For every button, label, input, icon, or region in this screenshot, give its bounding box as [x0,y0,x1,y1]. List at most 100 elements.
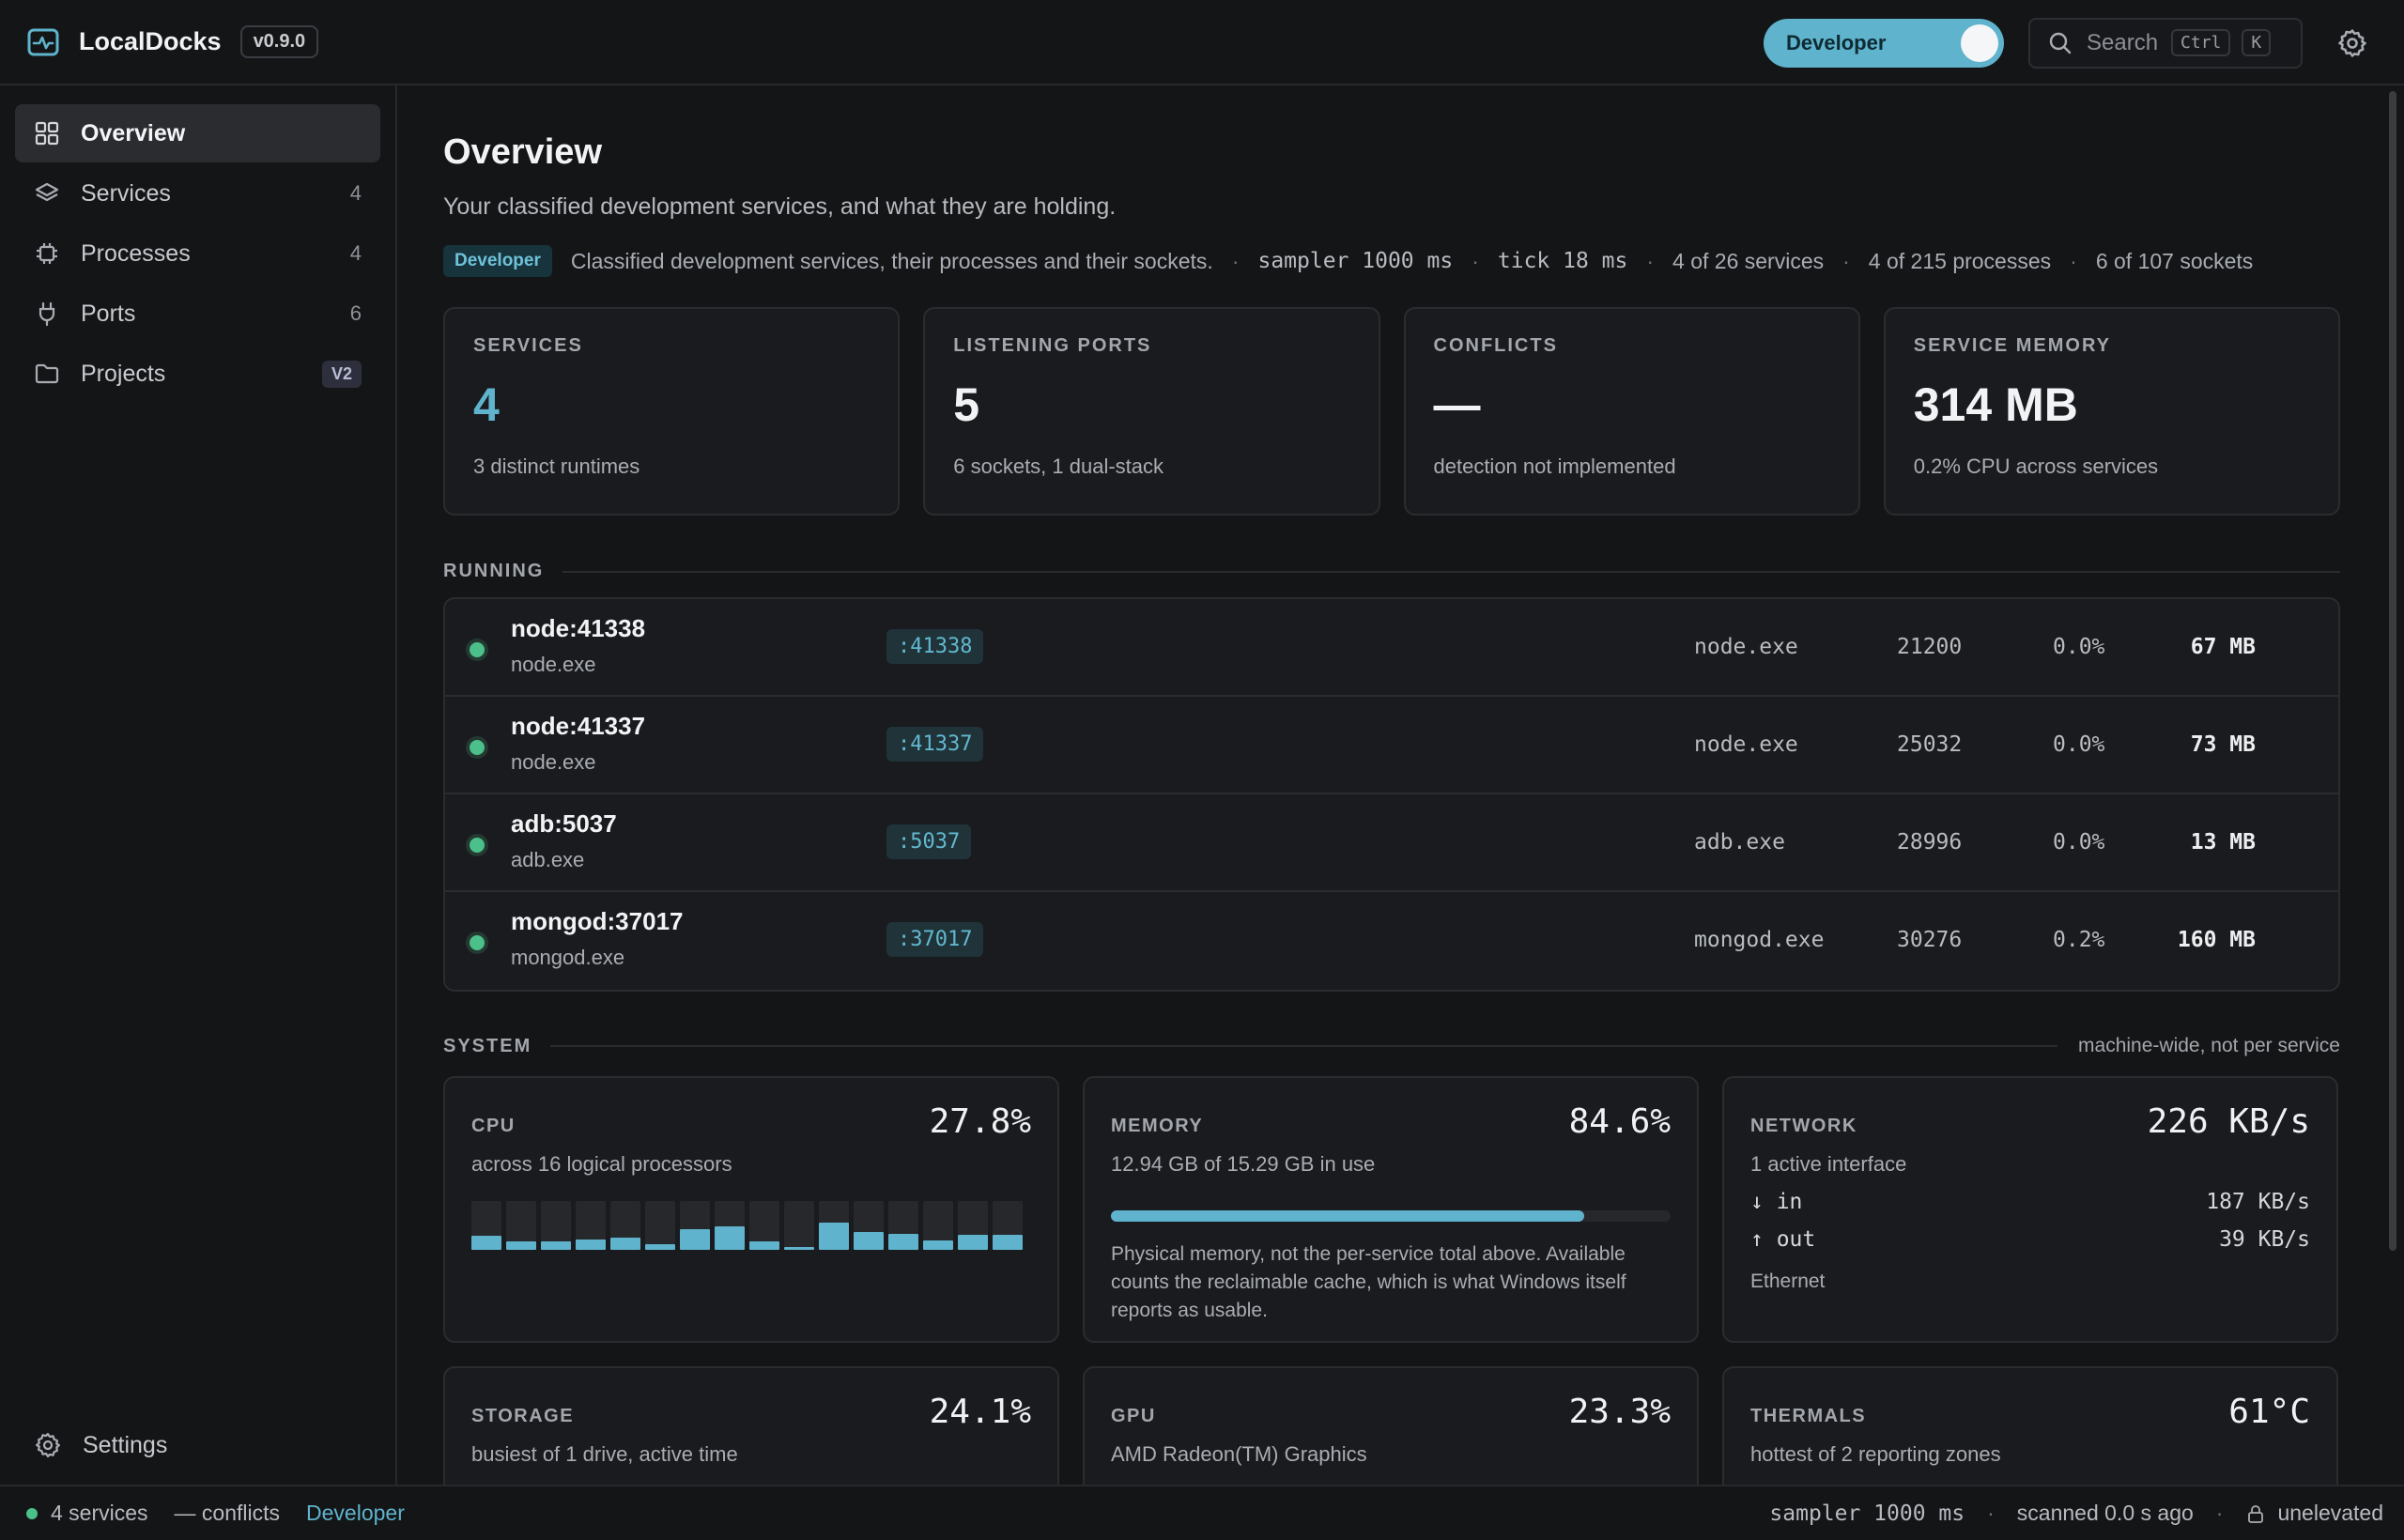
folder-icon [35,363,59,384]
cpu-core-bar [819,1201,849,1250]
section-title: RUNNING [443,561,545,581]
service-name: mongod:37017 [511,907,684,935]
cpu-core-bar [471,1201,501,1250]
network-value: 226 KB/s [2147,1102,2310,1141]
card-label: STORAGE [471,1406,575,1426]
service-process: node.exe [511,653,596,676]
developer-mode-toggle[interactable]: Developer [1764,18,2004,68]
port-chip[interactable]: :37017 [886,922,984,957]
cpu-card[interactable]: CPU 27.8% across 16 logical processors [443,1076,1059,1343]
stat-sub: 3 distinct runtimes [473,454,640,478]
lock-icon [2248,1504,2264,1523]
sidebar-item-processes[interactable]: Processes 4 [15,224,380,283]
port-chip[interactable]: :41338 [886,629,984,664]
status-bar: 4 services — conflicts Developer sampler… [0,1485,2404,1540]
cpu-core-bar [715,1201,745,1250]
network-in-row: ↓ in 187 KB/s [1750,1190,2310,1214]
pid-cell: 25032 [1897,732,1963,757]
chip-icon [37,243,57,264]
memory-card[interactable]: MEMORY 84.6% 12.94 GB of 15.29 GB in use… [1083,1076,1699,1343]
port-chip[interactable]: :41337 [886,727,984,762]
table-row[interactable]: node:41337 node.exe :41337 node.exe 2503… [445,697,2338,794]
sidebar-item-ports[interactable]: Ports 6 [15,285,380,343]
card-label: CPU [471,1116,516,1136]
brand[interactable]: LocalDocks v0.9.0 [26,25,319,59]
memory-cell: 13 MB [2190,830,2256,855]
pid-cell: 21200 [1897,635,1963,659]
stat-card-services[interactable]: SERVICES 4 3 distinct runtimes [443,307,901,516]
status-dot [470,935,485,950]
network-sub: 1 active interface [1750,1152,1907,1176]
cpu-core-fill [749,1241,779,1250]
search-icon [2049,32,2072,54]
memory-cell: 73 MB [2190,732,2256,757]
cpu-sub: across 16 logical processors [471,1152,732,1176]
stat-card-conflicts[interactable]: CONFLICTS — detection not implemented [1403,307,1860,516]
grid-icon [35,121,59,146]
meta-description: Classified development services, their p… [570,248,1213,273]
exe-cell: node.exe [1694,635,1798,659]
sidebar-item-services[interactable]: Services 4 [15,164,380,223]
sidebar: Overview Services 4 Processes 4 Ports 6 [0,85,397,1485]
gear-icon [36,1433,60,1457]
network-in-label: ↓ in [1750,1190,1803,1214]
service-process: node.exe [511,750,596,774]
cpu-cell: 0.2% [2053,928,2105,952]
projects-version-badge: V2 [321,360,362,388]
stat-sub: 6 sockets, 1 dual-stack [953,454,1164,478]
network-card[interactable]: NETWORK 226 KB/s 1 active interface ↓ in… [1722,1076,2338,1343]
settings-gear-icon[interactable] [2336,27,2368,59]
stat-label: SERVICE MEMORY [1913,335,2112,356]
cpu-core-fill [715,1226,745,1250]
memory-value: 84.6% [1568,1102,1671,1141]
sidebar-item-overview[interactable]: Overview [15,104,380,162]
cpu-core-fill [680,1229,710,1250]
cpu-core-bar [784,1201,814,1250]
cpu-core-bar [749,1201,779,1250]
card-label: GPU [1111,1406,1156,1426]
meta-sampler: sampler 1000 ms [1257,249,1454,273]
cpu-core-fill [784,1247,814,1250]
card-label: THERMALS [1750,1406,1867,1426]
port-chip[interactable]: :5037 [886,824,972,859]
status-conflicts[interactable]: — conflicts [174,1501,281,1525]
stat-value: — [1433,378,1481,431]
card-label: NETWORK [1750,1116,1857,1136]
table-row[interactable]: mongod:37017 mongod.exe :37017 mongod.ex… [445,892,2338,990]
network-out-label: ↑ out [1750,1227,1816,1252]
stat-label: LISTENING PORTS [953,335,1152,356]
search-input[interactable]: Search Ctrl K [2028,17,2303,69]
exe-cell: node.exe [1694,732,1798,757]
sidebar-item-settings[interactable]: Settings [15,1417,380,1473]
meta-services: 4 of 26 services [1672,248,1825,273]
gpu-sub: AMD Radeon(TM) Graphics [1111,1442,1367,1466]
stat-card-service-memory[interactable]: SERVICE MEMORY 314 MB 0.2% CPU across se… [1883,307,2340,516]
table-row[interactable]: node:41338 node.exe :41338 node.exe 2120… [445,599,2338,697]
memory-cell: 160 MB [2177,928,2256,952]
settings-label: Settings [83,1431,168,1458]
service-process: adb.exe [511,848,585,871]
cpu-core-bar [854,1201,884,1250]
status-mode[interactable]: Developer [306,1501,405,1525]
network-interface: Ethernet [1750,1270,1826,1292]
main-scrollbar[interactable] [2389,91,2396,1251]
status-elevation[interactable]: unelevated [2277,1501,2383,1525]
storage-sub: busiest of 1 drive, active time [471,1442,738,1466]
gpu-card[interactable]: GPU 23.3% AMD Radeon(TM) Graphics [1083,1366,1699,1485]
version-badge: v0.9.0 [239,25,319,58]
storage-card[interactable]: STORAGE 24.1% busiest of 1 drive, active… [443,1366,1059,1485]
thermals-card[interactable]: THERMALS 61°C hottest of 2 reporting zon… [1722,1366,2338,1485]
running-services-table: node:41338 node.exe :41338 node.exe 2120… [443,597,2340,992]
thermals-sub: hottest of 2 reporting zones [1750,1442,2001,1466]
cpu-core-bar [958,1201,988,1250]
status-sampler: sampler 1000 ms [1769,1501,1965,1526]
status-services[interactable]: 4 services [51,1501,148,1525]
sidebar-item-projects[interactable]: Projects V2 [15,345,380,403]
plug-icon [39,301,55,327]
cpu-core-fill [610,1238,640,1250]
memory-sub: 12.94 GB of 15.29 GB in use [1111,1152,1376,1176]
processes-count: 4 [349,241,362,265]
table-row[interactable]: adb:5037 adb.exe :5037 adb.exe 28996 0.0… [445,794,2338,892]
stat-card-listening-ports[interactable]: LISTENING PORTS 5 6 sockets, 1 dual-stac… [923,307,1380,516]
meta-tick: tick 18 ms [1497,249,1628,273]
